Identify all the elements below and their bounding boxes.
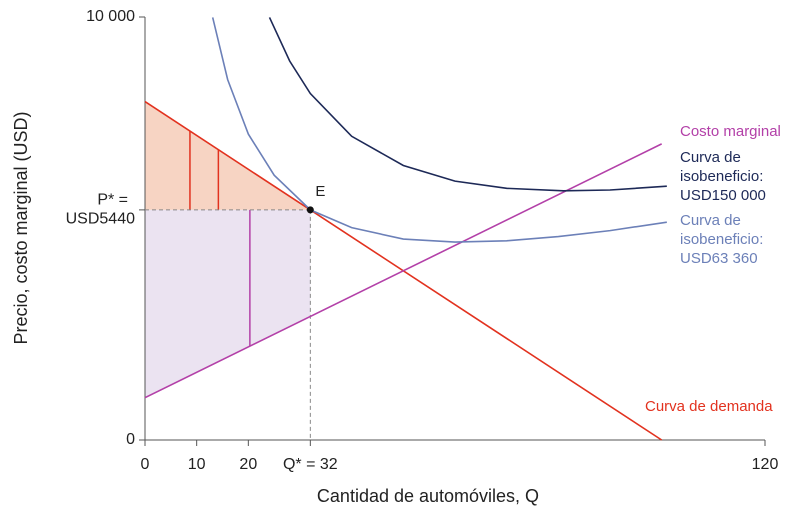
- profit-area: [145, 209, 311, 398]
- y-tick-label: USD5440: [66, 211, 135, 228]
- x-tick-label: 120: [752, 456, 779, 473]
- curve: [268, 17, 667, 192]
- curve: [144, 143, 663, 399]
- curve: [211, 17, 667, 243]
- curve-label: Costo marginal: [680, 123, 781, 140]
- x-tick-label: 10: [188, 456, 206, 473]
- equilibrium-point: [306, 206, 314, 214]
- x-tick-label: 20: [239, 456, 257, 473]
- y-axis-title: Precio, costo marginal (USD): [11, 111, 31, 344]
- x-axis-title: Cantidad de automóviles, Q: [317, 486, 539, 506]
- y-tick-label: 10 000: [86, 8, 135, 25]
- curve-label: isobeneficio:: [680, 231, 763, 248]
- curve-label: USD150 000: [680, 187, 766, 204]
- curve-label: Curva de: [680, 212, 741, 229]
- curve-label: USD63 360: [680, 250, 758, 267]
- equilibrium-label: E: [315, 183, 325, 200]
- x-tick-label: 0: [141, 456, 150, 473]
- y-tick-label: P* =: [97, 192, 128, 209]
- y-tick-label: 0: [126, 431, 135, 448]
- x-tick-label: Q* = 32: [283, 456, 338, 473]
- curve-label: Curva de demanda: [645, 398, 773, 415]
- curve-label: Curva de: [680, 149, 741, 166]
- curve-label: isobeneficio:: [680, 168, 763, 185]
